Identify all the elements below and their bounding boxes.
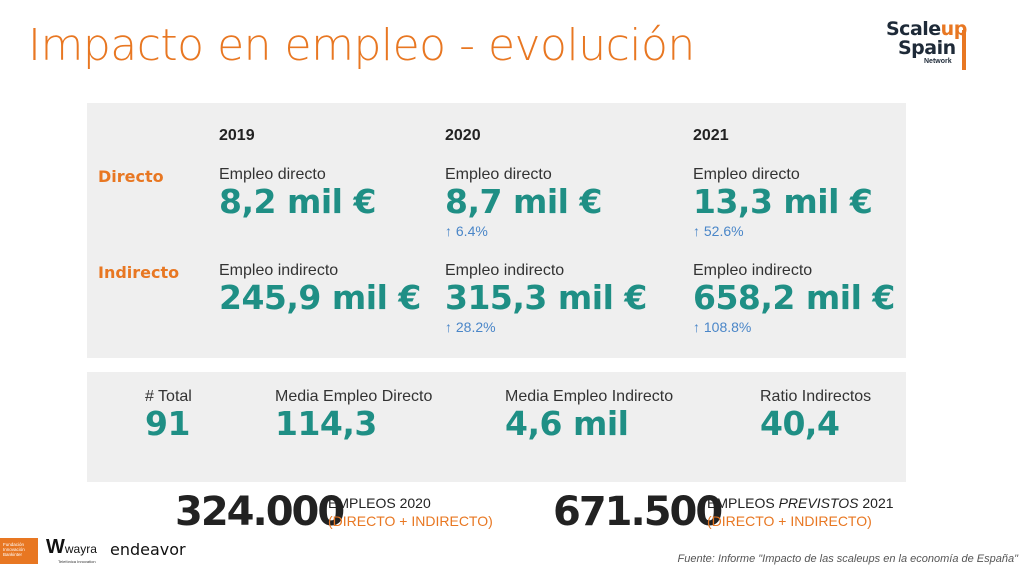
metric-value: 13,3 mil €: [693, 182, 873, 221]
total-label: EMPLEOS 2020: [328, 495, 431, 511]
change-value: 52.6%: [703, 223, 744, 239]
wayra-logo: Wwayra: [46, 536, 97, 558]
metric-label: Empleo indirecto: [219, 262, 339, 279]
stat-label: Media Empleo Directo: [275, 388, 433, 405]
total-label-part: EMPLEOS: [707, 495, 779, 511]
page-title: Impacto en empleo - evolución: [28, 20, 695, 71]
arrow-up-icon: ↑: [445, 319, 456, 335]
year-header: 2020: [445, 127, 481, 144]
total-sublabel: (DIRECTO + INDIRECTO): [707, 513, 872, 529]
stat-value: 114,3: [275, 404, 377, 443]
source-note: Fuente: Informe "Impacto de las scaleups…: [677, 553, 1018, 565]
total-label-part: 2021: [858, 495, 894, 511]
change-indicator: ↑ 28.2%: [445, 319, 496, 335]
metric-value: 315,3 mil €: [445, 278, 647, 317]
metric-value: 245,9 mil €: [219, 278, 421, 317]
employment-panel: [87, 103, 906, 358]
metric-label: Empleo indirecto: [445, 262, 565, 279]
total-sublabel: (DIRECTO + INDIRECTO): [328, 513, 493, 529]
metric-label: Empleo directo: [445, 166, 552, 183]
stats-panel: [87, 372, 906, 482]
change-indicator: ↑ 6.4%: [445, 223, 488, 239]
scaleup-spain-logo: Scaleup Spain Network: [886, 18, 967, 66]
total-label-part: PREVISTOS: [778, 495, 859, 511]
metric-label: Empleo indirecto: [693, 262, 813, 279]
stat-value: 40,4: [760, 404, 840, 443]
change-value: 28.2%: [455, 319, 496, 335]
year-header: 2021: [693, 127, 729, 144]
metric-value: 658,2 mil €: [693, 278, 895, 317]
row-label-indirecto: Indirecto: [98, 263, 180, 282]
metric-value: 8,2 mil €: [219, 182, 376, 221]
stat-label: # Total: [145, 388, 192, 405]
arrow-up-icon: ↑: [693, 319, 704, 335]
change-value: 108.8%: [703, 319, 752, 335]
logo-bar: [962, 30, 966, 70]
endeavor-logo: endeavor: [110, 540, 186, 559]
fundacion-bankinter-logo: Fundación Innovación Bankinter: [0, 538, 38, 564]
metric-label: Empleo directo: [693, 166, 800, 183]
change-indicator: ↑ 108.8%: [693, 319, 751, 335]
total-value: 671.500: [553, 489, 723, 535]
arrow-up-icon: ↑: [445, 223, 456, 239]
stat-label: Media Empleo Indirecto: [505, 388, 674, 405]
stat-value: 4,6 mil: [505, 404, 629, 443]
total-value: 324.000: [175, 489, 345, 535]
year-header: 2019: [219, 127, 255, 144]
wayra-subtitle: Telefónica Innovation: [58, 559, 96, 564]
row-label-directo: Directo: [98, 167, 164, 186]
arrow-up-icon: ↑: [693, 223, 704, 239]
metric-label: Empleo directo: [219, 166, 326, 183]
total-label-part: EMPLEOS 2020: [328, 495, 431, 511]
metric-value: 8,7 mil €: [445, 182, 602, 221]
stat-label: Ratio Indirectos: [760, 388, 872, 405]
stat-value: 91: [145, 404, 190, 443]
total-label: EMPLEOS PREVISTOS 2021: [707, 495, 894, 511]
change-value: 6.4%: [455, 223, 488, 239]
change-indicator: ↑ 52.6%: [693, 223, 744, 239]
